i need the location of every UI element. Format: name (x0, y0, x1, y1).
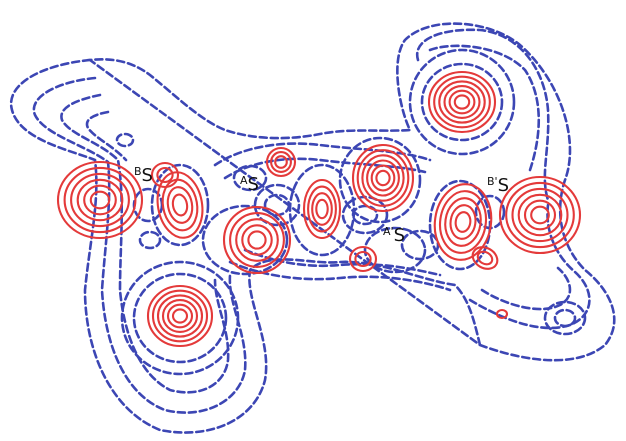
negative-contour-top-right-lobe (420, 62, 504, 142)
positive-contour-lobe-BS-top-2 (156, 166, 174, 184)
positive-contour-lobe-A'S-bottom-1 (348, 245, 378, 273)
positive-contour-lobe-B'S-left-2 (438, 190, 488, 254)
positive-contour-lobe-B'S-right-1 (498, 175, 582, 255)
atom-labels: BS AS A'S B'S (134, 165, 509, 246)
atom-label-AS: AS (240, 174, 259, 195)
positive-contour-lobe-BS-top-1 (150, 161, 180, 189)
positive-contour-lobe-B'S-right-6 (530, 205, 550, 225)
negative-contour-top-right-3 (415, 28, 550, 202)
negative-contour-center-band-bot-2 (243, 248, 442, 277)
positive-contour-lobe-B'S-right-4 (517, 193, 563, 237)
negative-contour-top-right-lobe-2 (408, 48, 516, 156)
positive-contour-lobe-BS-right-3 (166, 186, 194, 224)
negative-contour-loop-d (150, 163, 210, 247)
negative-contour-outer-left (9, 58, 482, 434)
positive-contour-lobe-BS-right-4 (171, 193, 189, 217)
negative-contour-center-band-top (213, 142, 432, 167)
negative-contour-loop-f (232, 164, 268, 192)
positive-contour-lobe-AS-top-3 (274, 155, 288, 169)
negative-contour-top-right-4 (428, 44, 540, 172)
positive-contour-lobe-B'S-right-2 (505, 181, 575, 249)
negative-contour-loop-i (138, 230, 162, 250)
negative-contour-atom-A'S (341, 195, 389, 235)
negative-contour-loop-h (115, 132, 135, 148)
positive-contour-lobe-A'S-top-2 (356, 149, 410, 207)
positive-contour-lobe-BS-right-1 (156, 171, 204, 239)
negative-contour-left-4 (85, 110, 128, 162)
positive-contour-lobe-B'S-right-5 (523, 199, 557, 231)
negative-contour-loop-c (363, 226, 427, 274)
positive-contour-lobe-B'S-bottom-1 (471, 246, 499, 270)
positive-contour-lobe-A'S-top-1 (351, 143, 415, 213)
positive-contour-lobe-A'S-top-4 (366, 159, 400, 197)
positive-contour-lobe-A'S-top-5 (370, 164, 396, 192)
positive-contour-lobe-AS-top-2 (270, 151, 292, 173)
positive-contour-lobe-BS-left-4 (76, 178, 124, 222)
positive-contour-lobe-AS-bottom-3 (235, 218, 279, 262)
negative-contour-right-2 (468, 203, 591, 330)
positive-contour-lobe-AS-bottom-5 (247, 230, 267, 250)
negative-contour-lower-lobe-2 (120, 260, 240, 376)
positive-contour-lobe-top-right-2 (433, 75, 491, 129)
negative-contour-right-3 (480, 266, 572, 311)
positive-contour-lobe-center-3 (311, 192, 333, 226)
negative-contours (9, 22, 616, 434)
positive-contour-lobe-BS-left-1 (56, 160, 144, 240)
atom-label-BS: BS (134, 165, 153, 186)
positive-contour-lobe-top-right-4 (443, 85, 481, 119)
positive-contour-lobe-BS-left-6 (89, 190, 111, 210)
positive-contour-lobe-top-right-6 (453, 94, 471, 110)
positive-contour-lobe-BS-right-2 (161, 178, 199, 232)
negative-contour-center-band-bot (228, 260, 452, 292)
positive-contour-lobe-center-1 (302, 178, 342, 240)
positive-contour-lobe-lower-left-6 (171, 308, 189, 324)
positive-contour-lobe-lower-left-2 (151, 289, 209, 343)
negative-contour-loop-a (201, 204, 289, 276)
negative-contour-right-ring-2 (543, 300, 587, 336)
positive-contour-lobe-AS-bottom-2 (229, 212, 285, 268)
positive-contour-lobe-top-right-1 (427, 70, 497, 134)
negative-contour-lower-lobe (132, 272, 228, 364)
positive-contour-lobe-small-right-1 (495, 308, 509, 320)
positive-contour-lobe-A'S-bottom-2 (354, 250, 372, 268)
negative-contour-outer-right (86, 22, 616, 362)
atom-label-A'S: A'S (383, 225, 405, 246)
negative-contour-atom-AS (253, 183, 301, 227)
positive-contour-lobe-top-right-3 (438, 80, 486, 124)
positive-contour-lobe-B'S-left-4 (449, 204, 477, 240)
positive-contour-lobe-center-2 (307, 185, 337, 233)
positive-contour-lobe-AS-top-1 (265, 146, 297, 178)
positive-contour-lobe-center-4 (315, 198, 329, 220)
positive-contour-lobe-lower-left-3 (156, 294, 204, 338)
positive-contour-lobe-lower-left-5 (166, 303, 194, 329)
positive-contour-lobe-BS-left-3 (70, 172, 130, 228)
positive-contour-lobe-B'S-bottom-2 (476, 250, 494, 266)
negative-contour-loop-b (338, 136, 422, 224)
positive-contour-lobe-top-right-5 (448, 89, 476, 115)
positive-contour-lobe-B'S-right-3 (511, 187, 569, 243)
positive-contour-lobe-lower-left-1 (146, 284, 214, 348)
positive-contour-lobe-B'S-left-1 (433, 183, 493, 261)
negative-contour-loop-center (288, 163, 356, 257)
positive-contour-lobe-A'S-top-6 (375, 169, 391, 187)
positive-contour-lobe-B'S-left-3 (444, 197, 482, 247)
positive-contours (56, 70, 582, 348)
negative-contour-right-ring (553, 308, 577, 328)
positive-contour-lobe-BS-left-2 (63, 166, 137, 234)
positive-contour-lobe-AS-bottom-4 (241, 224, 273, 256)
positive-contour-lobe-A'S-top-3 (361, 154, 405, 202)
negative-contour-loop-g (400, 229, 440, 261)
negative-contour-left-3 (60, 93, 230, 394)
positive-contour-lobe-BS-left-5 (83, 184, 117, 216)
negative-contour-left-2 (32, 76, 247, 414)
positive-contour-lobe-lower-left-4 (161, 299, 199, 333)
atom-label-B'S: B'S (487, 175, 509, 196)
positive-contour-lobe-AS-bottom-1 (222, 205, 292, 275)
positive-contour-lobe-B'S-left-5 (454, 211, 472, 233)
